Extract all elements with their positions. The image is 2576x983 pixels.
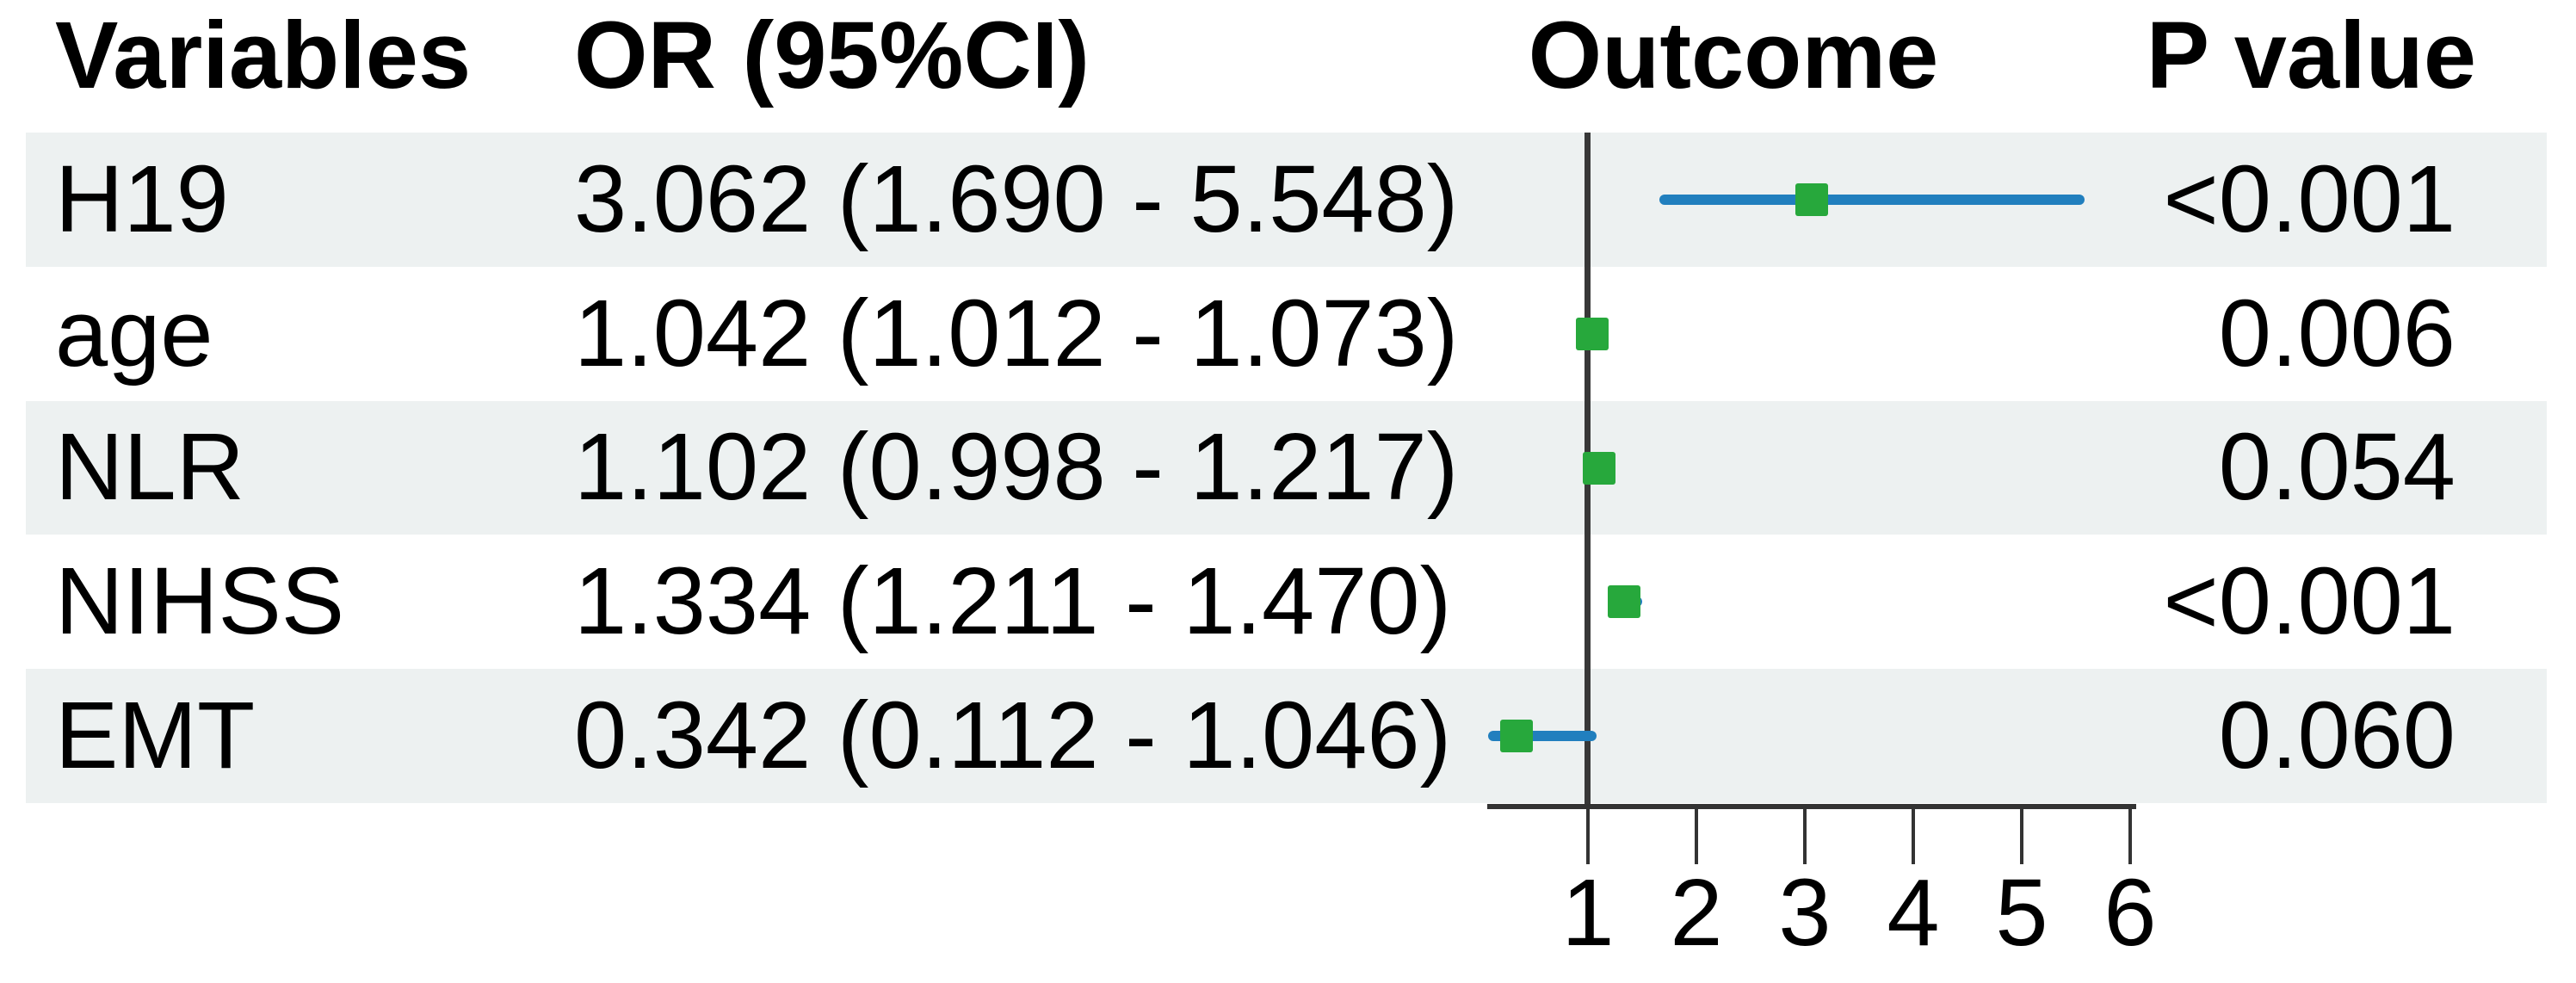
- variable-label: H19: [55, 145, 229, 252]
- column-header-or-ci: OR (95%CI): [574, 3, 1090, 108]
- table-row-age: age 1.042 (1.012 - 1.073) 0.006: [26, 267, 2547, 401]
- x-axis-tick-1: [1586, 809, 1590, 864]
- or-ci-value: 3.062 (1.690 - 5.548): [574, 145, 1459, 252]
- or-ci-value: 1.042 (1.012 - 1.073): [574, 280, 1459, 386]
- column-header-outcome: Outcome: [1528, 3, 1939, 108]
- x-axis-tick-4: [1912, 809, 1915, 864]
- ci-line-H19: [1659, 194, 2085, 205]
- x-axis-tick-label-5: 5: [1995, 860, 2048, 966]
- table-row-EMT: EMT 0.342 (0.112 - 1.046) 0.060: [26, 669, 2547, 803]
- p-value: 0.006: [2218, 280, 2456, 386]
- table-row-NIHSS: NIHSS 1.334 (1.211 - 1.470) <0.001: [26, 535, 2547, 669]
- p-value: 0.054: [2218, 414, 2456, 521]
- variable-label: NLR: [55, 414, 245, 521]
- or-ci-value: 1.102 (0.998 - 1.217): [574, 414, 1459, 521]
- x-axis-tick-2: [1695, 809, 1698, 864]
- p-value: 0.060: [2218, 683, 2456, 789]
- variable-label: NIHSS: [55, 548, 345, 655]
- column-header-variables: Variables: [55, 3, 472, 108]
- p-value: <0.001: [2163, 145, 2456, 252]
- x-axis-tick-5: [2020, 809, 2023, 864]
- x-axis-tick-label-6: 6: [2103, 860, 2157, 966]
- table-row-H19: H19 3.062 (1.690 - 5.548) <0.001: [26, 133, 2547, 267]
- or-marker-NIHSS: [1608, 585, 1641, 619]
- variable-label: age: [55, 280, 213, 386]
- or-ci-value: 1.334 (1.211 - 1.470): [574, 548, 1452, 655]
- x-axis-tick-label-4: 4: [1887, 860, 1940, 966]
- x-axis-tick-label-3: 3: [1778, 860, 1832, 966]
- x-axis-tick-label-1: 1: [1561, 860, 1615, 966]
- or-marker-age: [1576, 317, 1609, 350]
- column-header-p-value: P value: [2146, 3, 2476, 108]
- variable-label: EMT: [55, 683, 256, 789]
- x-axis-tick-3: [1803, 809, 1807, 864]
- x-axis-tick-6: [2128, 809, 2132, 864]
- or-marker-NLR: [1582, 451, 1615, 485]
- x-axis-line: [1487, 804, 2136, 809]
- or-marker-H19: [1795, 182, 1828, 216]
- or-marker-EMT: [1500, 720, 1534, 753]
- p-value: <0.001: [2163, 548, 2456, 655]
- x-axis-tick-label-2: 2: [1670, 860, 1723, 966]
- table-row-NLR: NLR 1.102 (0.998 - 1.217) 0.054: [26, 400, 2547, 535]
- or-ci-value: 0.342 (0.112 - 1.046): [574, 683, 1452, 789]
